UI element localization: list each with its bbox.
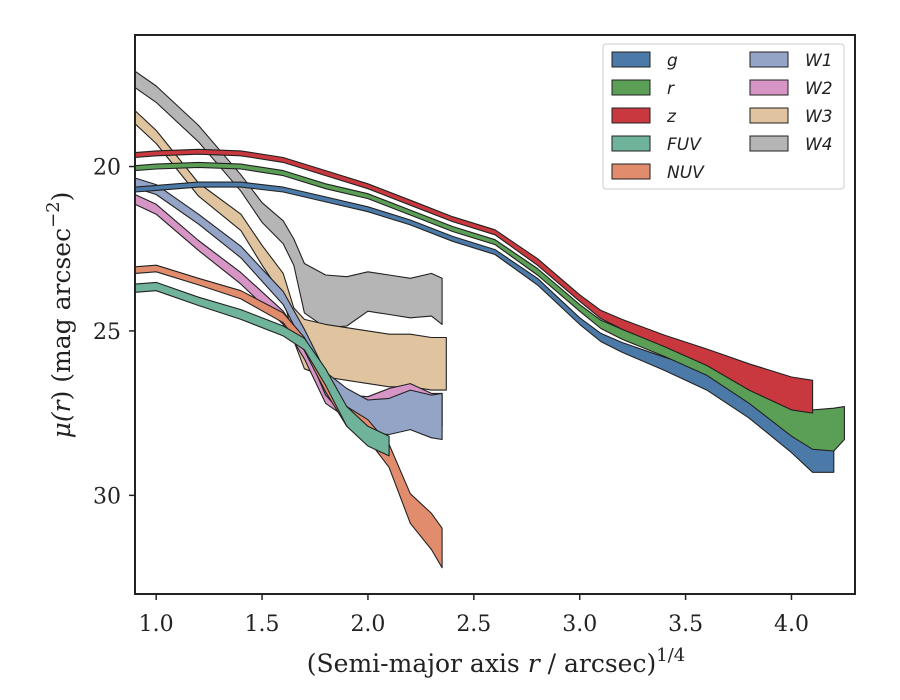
x-tick-label: 2.0	[350, 612, 385, 637]
x-tick-label: 3.0	[562, 612, 597, 637]
y-tick-label: 30	[93, 484, 121, 509]
y-tick-label: 25	[93, 320, 121, 345]
legend-swatch-w4	[749, 135, 789, 152]
legend-swatch-w1	[749, 51, 789, 68]
legend-label-nuv: NUV	[667, 163, 705, 183]
legend-label-w3: W3	[805, 107, 833, 127]
band-w4	[134, 70, 443, 329]
band-g	[134, 181, 835, 473]
x-tick-label: 1.0	[139, 612, 174, 637]
legend-swatch-g	[611, 51, 651, 68]
band-w1	[134, 177, 443, 441]
legend: grz FUV NUV W1 W2 W3 W4	[602, 43, 845, 190]
legend-swatch-w3	[749, 107, 789, 124]
legend-label-z: z	[666, 107, 677, 127]
x-tick-label: 1.5	[245, 612, 280, 637]
legend-swatch-w2	[749, 79, 789, 96]
band-w3	[134, 110, 447, 391]
legend-label-fuv: FUV	[667, 135, 702, 155]
x-tick-label: 2.5	[456, 612, 491, 637]
x-axis-label: (Semi-major axis r / arcsec)1/4	[307, 645, 685, 678]
legend-label-w2: W2	[805, 79, 833, 99]
band-nuv	[134, 264, 443, 569]
y-axis-label: μ(r) (mag arcsec−2)	[43, 192, 76, 439]
y-tick-label: 20	[93, 156, 121, 181]
plot-frame	[134, 34, 856, 595]
x-axis-ticks: 1.0 1.5 2.0 2.5 3.0 3.5 4.0	[139, 594, 809, 637]
y-axis-label-text: μ(r) (mag arcsec−2)	[43, 192, 76, 439]
band-r	[134, 161, 845, 452]
y-axis-ticks: 20 25 30	[93, 156, 135, 509]
legend-label-g: g	[667, 51, 678, 71]
legend-swatch-r	[611, 79, 651, 96]
band-z	[134, 148, 814, 414]
x-tick-label: 4.0	[774, 612, 809, 637]
x-tick-label: 3.5	[668, 612, 703, 637]
x-axis-label-text: (Semi-major axis r / arcsec)1/4	[307, 645, 685, 678]
legend-swatch-fuv	[611, 135, 651, 152]
legend-swatch-nuv	[611, 163, 651, 180]
legend-swatch-z	[611, 107, 651, 124]
legend-label-r: r	[667, 79, 675, 99]
series-bands	[134, 70, 845, 569]
legend-label-w4: W4	[805, 135, 833, 155]
legend-label-w1: W1	[805, 51, 833, 71]
band-fuv	[134, 281, 390, 457]
